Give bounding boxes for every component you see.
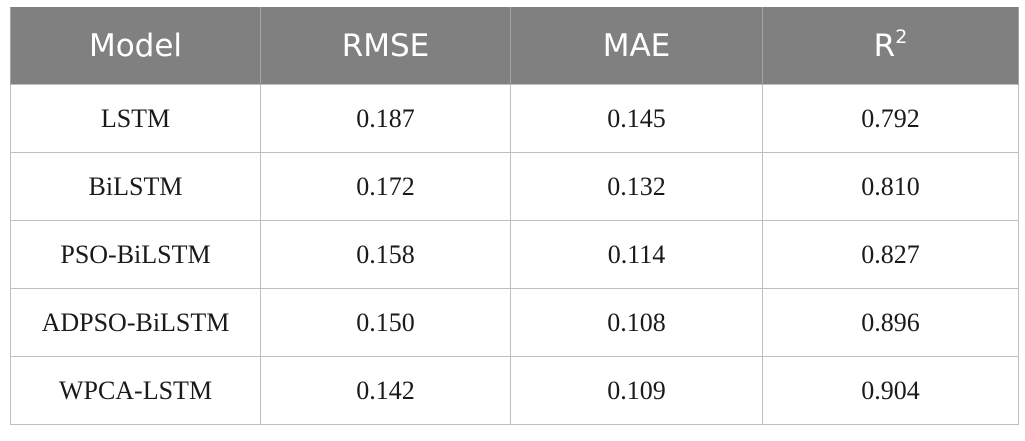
cell-r-squared: 0.896 bbox=[762, 288, 1019, 357]
cell-mae: 0.108 bbox=[510, 288, 763, 357]
table-body: LSTM 0.187 0.145 0.792 BiLSTM 0.172 0.13… bbox=[10, 84, 1019, 425]
cell-mae: 0.114 bbox=[510, 220, 763, 289]
table-row: PSO-BiLSTM 0.158 0.114 0.827 bbox=[10, 220, 1019, 289]
cell-model: PSO-BiLSTM bbox=[10, 220, 261, 289]
table-row: ADPSO-BiLSTM 0.150 0.108 0.896 bbox=[10, 288, 1019, 357]
cell-mae: 0.132 bbox=[510, 152, 763, 221]
cell-model: LSTM bbox=[10, 84, 261, 153]
results-table-container: Model RMSE MAE R2 LSTM 0.187 0.145 0.792… bbox=[10, 7, 1019, 425]
cell-rmse: 0.142 bbox=[260, 356, 511, 425]
cell-mae: 0.145 bbox=[510, 84, 763, 153]
cell-model: BiLSTM bbox=[10, 152, 261, 221]
table-row: WPCA-LSTM 0.142 0.109 0.904 bbox=[10, 356, 1019, 425]
cell-mae: 0.109 bbox=[510, 356, 763, 425]
cell-rmse: 0.158 bbox=[260, 220, 511, 289]
cell-r-squared: 0.810 bbox=[762, 152, 1019, 221]
cell-rmse: 0.172 bbox=[260, 152, 511, 221]
cell-r-squared: 0.827 bbox=[762, 220, 1019, 289]
cell-rmse: 0.150 bbox=[260, 288, 511, 357]
cell-model: WPCA-LSTM bbox=[10, 356, 261, 425]
table-row: LSTM 0.187 0.145 0.792 bbox=[10, 84, 1019, 153]
table-header: Model RMSE MAE R2 bbox=[10, 7, 1019, 85]
table-row: BiLSTM 0.172 0.132 0.810 bbox=[10, 152, 1019, 221]
header-model: Model bbox=[10, 7, 261, 85]
header-r-squared-superscript: 2 bbox=[895, 25, 908, 48]
model-comparison-table: Model RMSE MAE R2 LSTM 0.187 0.145 0.792… bbox=[10, 7, 1019, 425]
header-row: Model RMSE MAE R2 bbox=[10, 7, 1019, 85]
cell-r-squared: 0.904 bbox=[762, 356, 1019, 425]
header-r-squared: R2 bbox=[762, 7, 1019, 85]
cell-r-squared: 0.792 bbox=[762, 84, 1019, 153]
cell-rmse: 0.187 bbox=[260, 84, 511, 153]
cell-model: ADPSO-BiLSTM bbox=[10, 288, 261, 357]
header-mae: MAE bbox=[510, 7, 763, 85]
header-rmse: RMSE bbox=[260, 7, 511, 85]
